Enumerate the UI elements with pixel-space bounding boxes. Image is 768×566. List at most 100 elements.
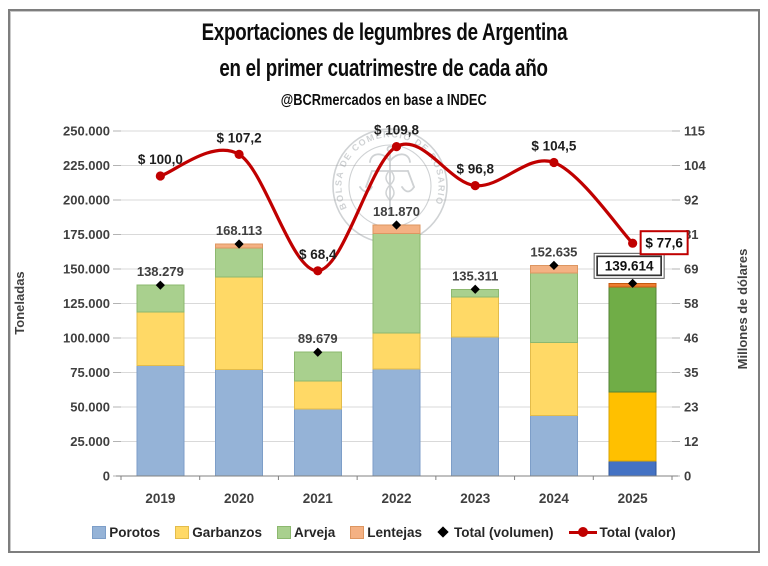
square-swatch-icon [92,525,107,539]
bar-segment-2021-arveja [293,351,342,382]
category-label: 2024 [539,491,570,506]
bar-segment-2023-porotos [451,336,500,477]
bar-segment-2021-garbanzos [293,380,342,410]
bar-segment-2021-porotos [293,408,342,477]
bar-segment-2019-porotos [136,365,185,477]
square-swatch-icon [350,525,365,539]
left-axis-tick: 25.000 [70,434,110,449]
volume-label: 181.870 [373,204,420,219]
gridlines: 0 0 25.000 12 50.000 23 75.000 35 100.000 46 125.0… [63,124,706,484]
right-axis-tick: 35 [684,365,698,380]
volume-diamond-marker [313,347,323,357]
valor-label: $ 96,8 [456,162,494,177]
volume-label: 152.635 [530,244,577,259]
volume-label: 135.311 [452,268,498,283]
chart-subtitle: @BCRmercados en base a INDEC [281,92,487,109]
legend-item-arveja: Arveja [276,524,336,540]
volume-diamond-marker [470,284,480,294]
legend-item-total-volumen: Total (volumen) [437,525,554,540]
left-axis-tick: 0 [103,469,110,484]
left-axis-tick: 225.000 [63,158,110,173]
valor-point-marker [549,157,559,168]
volume-label: 168.113 [216,223,262,238]
square-swatch-icon [276,525,291,539]
line-marker-swatch-icon [568,527,597,537]
valor-label-boxed: $ 77,6 [645,236,683,251]
chart-title-line1: Exportaciones de legumbres de Argentina [201,19,567,46]
chart-legend: Porotos Garbanzos Arveja Lentejas Total (vol… [0,519,768,545]
volume-diamond-marker [549,260,559,270]
right-axis-tick: 58 [684,296,698,311]
bar-segment-2025-porotos [608,460,657,477]
bar-segment-2024-arveja [529,272,578,344]
right-axis-tick: 115 [684,124,705,139]
chart-title-line2: en el primer cuatrimestre de cada año [219,55,549,82]
valor-label: $ 68,4 [299,247,337,262]
volume-label: 138.279 [137,264,184,279]
square-swatch-icon [175,525,190,539]
volume-diamond-marker [391,220,402,230]
volume-diamond-marker [155,280,165,290]
legend-item-total-valor: Total (valor) [568,524,676,540]
valor-point-marker [628,238,638,248]
diamond-marker-icon [437,526,449,538]
left-axis-tick: 125.000 [63,296,110,311]
bar-segment-2024-porotos [529,415,578,477]
volume-diamond-marker [628,278,638,288]
axes: 2019 2020 2021 2022 2023 2024 2025 [116,475,678,506]
left-axis-title: Toneladas [12,271,27,334]
right-axis-tick: 46 [684,331,698,346]
right-axis-tick: 12 [684,434,698,449]
legend-label: Lentejas [367,524,423,540]
valor-line-series [155,142,638,357]
valor-point-marker [470,181,480,191]
category-label: 2025 [618,491,649,506]
valor-point-marker [313,266,323,276]
bar-segment-2022-porotos [372,368,421,477]
valor-label: $ 109,8 [374,123,420,138]
data-labels: 138.279 168.113 89.679 181.870 135.311 152.63… [137,123,689,346]
right-axis-tick: 69 [684,262,698,277]
left-axis-tick: 150.000 [63,262,110,277]
bar-segment-2022-arveja [372,232,421,334]
legend-item-porotos: Porotos [92,525,160,540]
legend-label: Porotos [109,524,161,540]
bar-segment-2022-garbanzos [372,332,421,370]
left-axis-tick: 50.000 [70,400,110,415]
valor-label: $ 107,2 [217,130,262,145]
category-label: 2019 [145,491,175,506]
legend-item-garbanzos: Garbanzos [175,525,262,540]
legend-label: Total (valor) [599,524,676,540]
left-axis-tick: 200.000 [63,193,110,208]
right-axis-tick: 0 [684,469,691,484]
category-label: 2020 [224,491,254,506]
category-label: 2021 [303,491,334,506]
legend-label: Garbanzos [192,524,262,540]
valor-label: $ 100,0 [138,152,183,167]
bar-segment-2019-garbanzos [136,311,185,367]
legend-item-lentejas: Lentejas [350,525,422,540]
bar-segment-2025-arveja [608,286,657,393]
valor-point-marker [155,171,165,181]
volume-label: 89.679 [298,331,338,346]
bar-segment-2025-garbanzos [608,391,657,462]
valor-label: $ 104,5 [531,139,577,154]
category-label: 2022 [381,491,411,506]
right-axis-tick: 104 [684,158,706,173]
category-label: 2023 [460,491,491,506]
bar-segment-2024-garbanzos [529,342,578,417]
valor-point-marker [391,142,402,152]
bar-segment-2020-garbanzos [215,276,264,371]
line-dot-icon [577,527,588,537]
left-axis-tick: 175.000 [63,227,110,242]
stacked-bars [136,224,657,477]
chart-header: Exportaciones de legumbres de Argentina … [0,16,768,111]
bar-segment-2023-garbanzos [451,296,500,338]
legend-label: Arveja [293,524,336,540]
right-axis-title: Millones de dólares [735,249,750,370]
legend-label: Total (volumen) [454,524,554,540]
valor-point-marker [234,149,244,159]
left-axis-tick: 250.000 [63,124,110,139]
